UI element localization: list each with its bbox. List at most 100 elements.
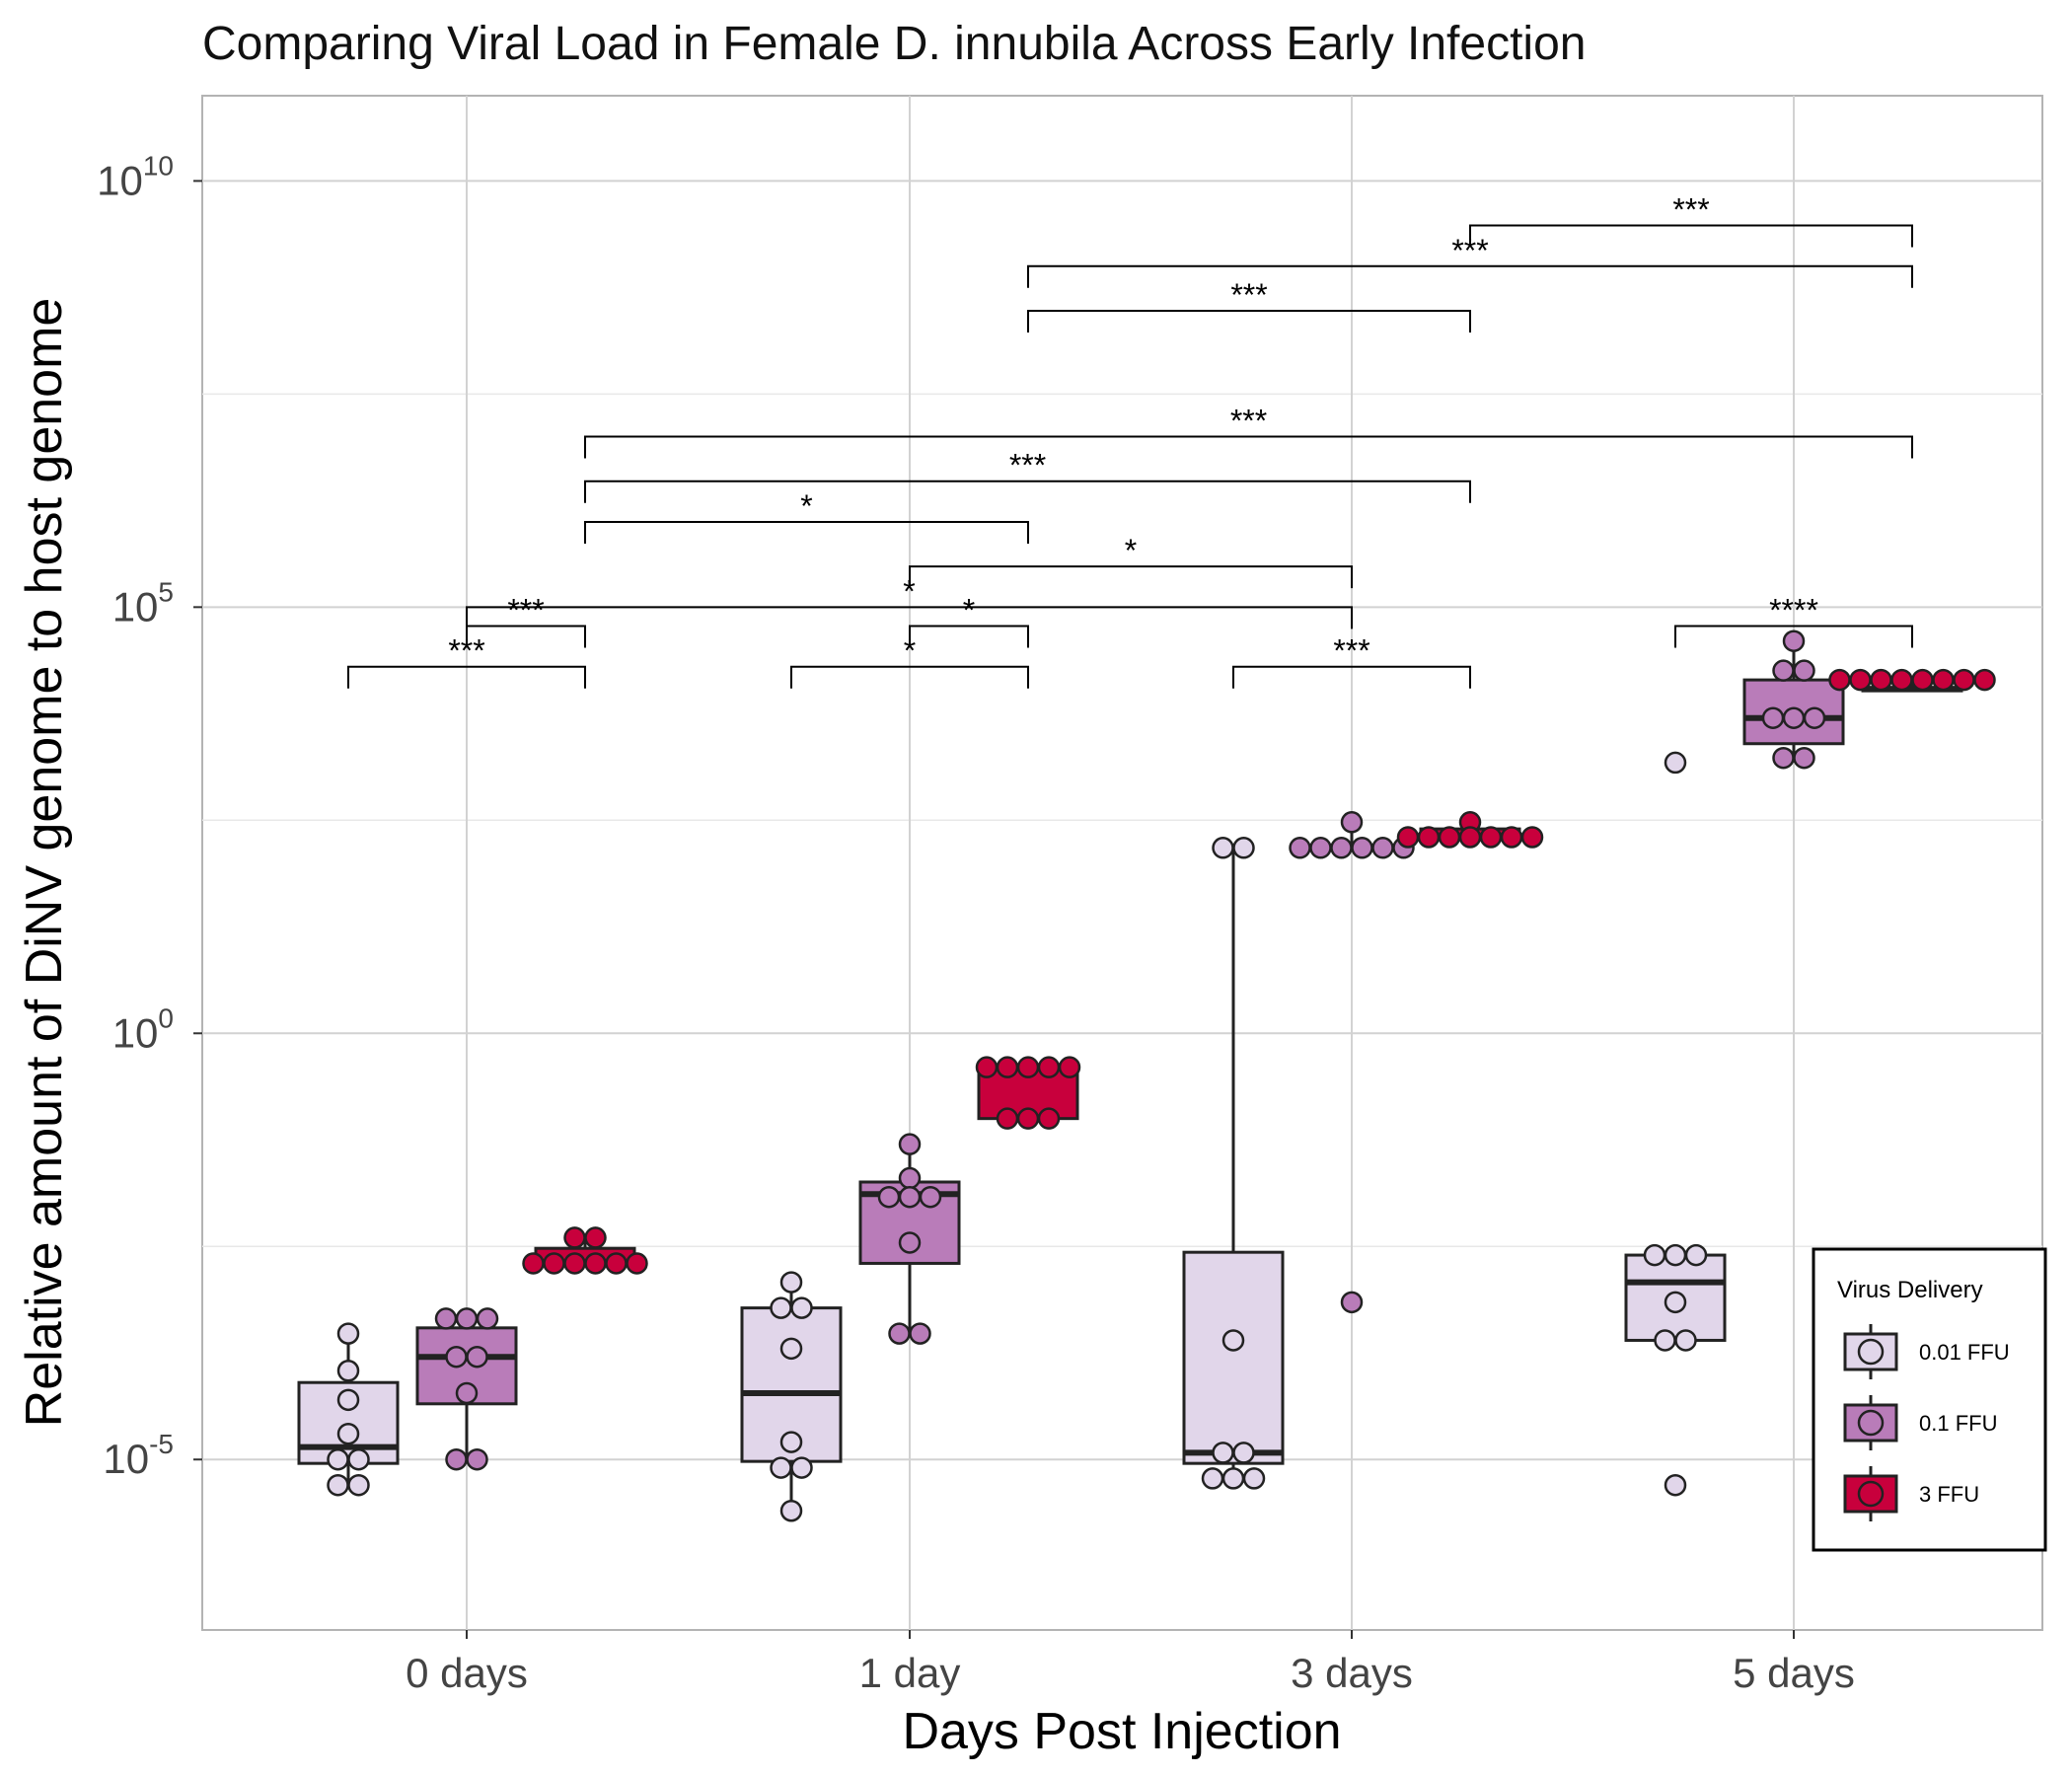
data-point	[1479, 826, 1503, 849]
data-point	[1654, 1329, 1676, 1352]
data-point	[1340, 811, 1364, 834]
bracket-line	[909, 625, 1029, 648]
data-point	[888, 1322, 911, 1345]
data-point	[1782, 706, 1806, 729]
significance-label: ***	[1230, 277, 1267, 313]
x-axis-title: Days Post Injection	[902, 1703, 1341, 1760]
data-point	[770, 1456, 792, 1479]
significance-label: ****	[1769, 592, 1818, 628]
data-point	[1330, 837, 1353, 859]
box	[1742, 678, 1845, 746]
data-point	[1037, 1056, 1061, 1078]
data-point	[1772, 659, 1795, 682]
data-point	[1643, 1243, 1666, 1267]
bracket-line	[584, 520, 1029, 544]
x-tick-label: 3 days	[1291, 1650, 1413, 1696]
y-axis-title: Relative amount of DiNV genome to host g…	[16, 298, 73, 1428]
bracket-line	[466, 606, 1353, 629]
data-point	[1684, 1243, 1708, 1267]
bracket-line	[466, 625, 586, 648]
bracket-line	[584, 435, 1913, 459]
data-point	[466, 1345, 488, 1369]
data-point	[336, 1388, 360, 1412]
data-point	[1438, 826, 1461, 849]
data-point	[445, 1447, 468, 1471]
data-point	[563, 1226, 586, 1249]
significance-bracket: *	[466, 573, 1353, 629]
significance-bracket: *	[584, 488, 1029, 544]
data-point	[1932, 668, 1955, 692]
significance-bracket: *	[790, 633, 1029, 689]
data-point	[584, 1226, 607, 1249]
data-point	[336, 1422, 360, 1445]
legend-key-point	[1857, 1409, 1885, 1437]
y-tick-label: 1010	[97, 150, 174, 203]
bracket-line	[790, 665, 1029, 689]
data-point	[543, 1252, 565, 1275]
bracket-line	[1232, 665, 1471, 689]
y-tick-label: 100	[112, 1002, 174, 1056]
significance-bracket: ****	[1674, 592, 1913, 648]
significance-label: ***	[1672, 192, 1709, 228]
data-point	[1793, 659, 1815, 682]
legend-box	[1812, 1247, 2047, 1552]
significance-bracket: ***	[1232, 633, 1471, 689]
data-point	[563, 1252, 586, 1275]
significance-label: *	[963, 592, 975, 628]
bracket-line	[1027, 309, 1471, 333]
data-point	[605, 1252, 628, 1275]
legend-label: 3 FFU	[1919, 1482, 1979, 1507]
data-point	[1221, 1329, 1245, 1352]
bracket-line	[347, 665, 586, 689]
legend-key-point	[1857, 1480, 1885, 1508]
data-point	[336, 1360, 360, 1382]
data-point	[1828, 668, 1851, 692]
legend-entries: 0.01 FFU 0.1 FFU 3 FFU	[1843, 1324, 2010, 1521]
data-point	[877, 1185, 901, 1209]
data-point	[1016, 1107, 1040, 1130]
bracket-line	[1674, 625, 1913, 648]
data-point	[779, 1271, 803, 1294]
data-point	[327, 1447, 349, 1471]
box-plot	[1182, 848, 1285, 1479]
significance-bracket: ***	[1027, 277, 1471, 333]
data-point	[1890, 668, 1913, 692]
data-point	[1520, 826, 1544, 849]
significance-label: ***	[507, 592, 544, 628]
data-point	[898, 1166, 922, 1190]
data-point	[898, 1133, 922, 1155]
data-point	[975, 1056, 999, 1078]
y-tick-label: 105	[112, 576, 174, 629]
data-point	[1417, 826, 1441, 849]
data-point	[327, 1473, 349, 1497]
data-point	[1371, 837, 1394, 859]
x-tick-label: 1 day	[859, 1650, 961, 1696]
data-point	[790, 1296, 813, 1319]
data-point	[1212, 837, 1234, 859]
significance-label: *	[1125, 533, 1137, 568]
bracket-line	[1027, 264, 1913, 288]
data-point	[1674, 1329, 1697, 1352]
data-point	[455, 1381, 479, 1405]
data-point	[1396, 826, 1420, 849]
legend-entry: 0.1 FFU	[1843, 1395, 1997, 1450]
legend-label: 0.1 FFU	[1919, 1411, 1997, 1436]
legend-key-point	[1857, 1338, 1885, 1366]
data-point	[1793, 746, 1815, 770]
data-point	[1351, 837, 1373, 859]
x-tick-labels: 0 days 1 day 3 days 5 days	[406, 1630, 1855, 1696]
data-point	[1870, 668, 1892, 692]
data-point	[445, 1345, 468, 1369]
data-point	[455, 1307, 479, 1330]
data-point	[1849, 668, 1872, 692]
bracket-line	[909, 565, 1353, 589]
data-point	[1500, 826, 1523, 849]
data-point	[1664, 1291, 1687, 1314]
box	[1182, 1250, 1285, 1465]
y-tick-labels: 10-5 100 105 1010	[97, 150, 202, 1482]
significance-label: *	[903, 573, 915, 609]
data-point	[347, 1447, 370, 1471]
data-point	[779, 1431, 803, 1453]
data-point	[1221, 1467, 1245, 1490]
data-point	[434, 1307, 458, 1330]
